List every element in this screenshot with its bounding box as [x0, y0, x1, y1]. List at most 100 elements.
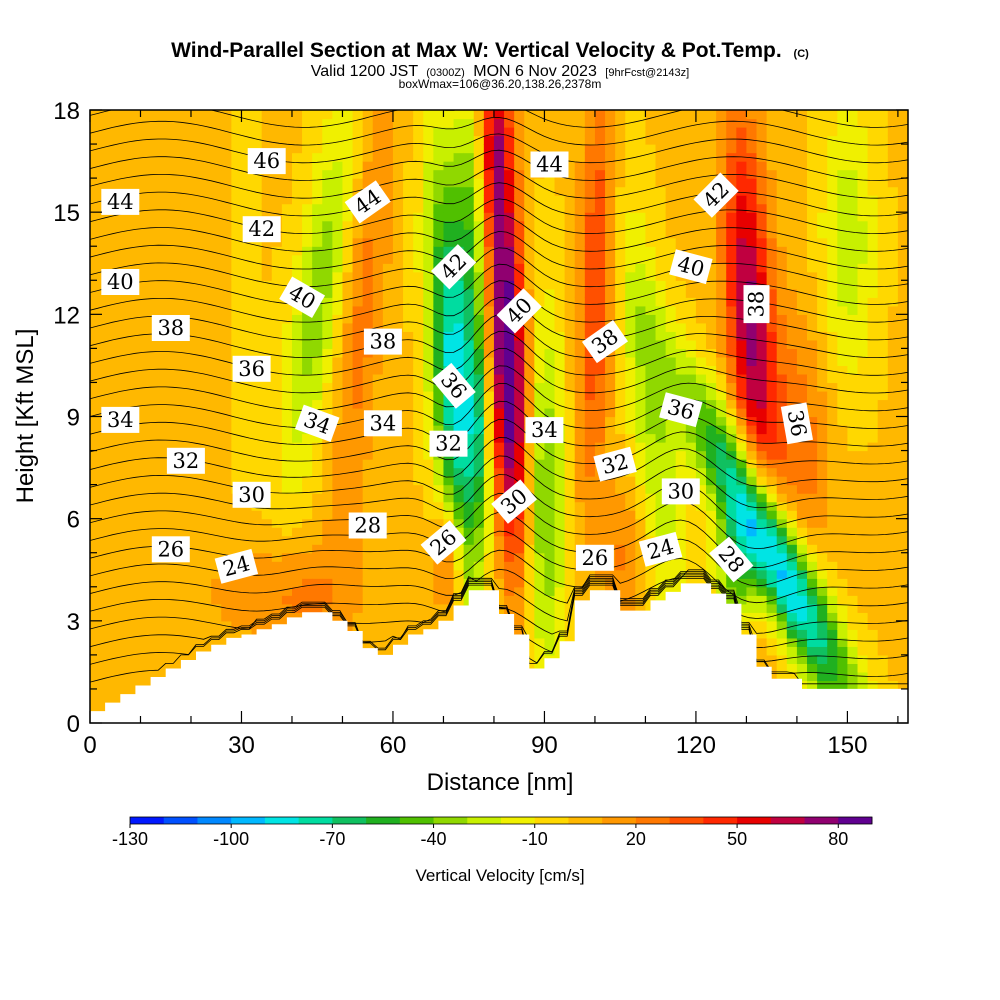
heat-cell [231, 237, 243, 247]
heat-cell [251, 348, 263, 358]
heat-cell [140, 527, 152, 537]
heat-cell [211, 152, 222, 162]
heat-cell [100, 382, 111, 392]
heat-cell [504, 288, 515, 298]
heat-cell [403, 629, 414, 639]
heat-cell [766, 135, 778, 145]
heat-cell [493, 416, 505, 426]
heat-cell [706, 450, 717, 460]
heat-cell [100, 365, 111, 375]
heat-cell [251, 459, 263, 469]
heat-cell [120, 484, 131, 494]
heat-cell [352, 552, 364, 562]
heat-cell [605, 254, 616, 264]
heat-cell [130, 390, 142, 401]
heat-cell [281, 450, 293, 460]
heat-cell [100, 544, 111, 554]
heat-cell [291, 127, 303, 137]
heat-cell [584, 195, 596, 205]
heat-cell [382, 220, 394, 230]
heat-cell [655, 527, 667, 537]
heat-cell [534, 646, 546, 656]
heat-cell [726, 442, 737, 452]
heat-cell [90, 186, 101, 196]
heat-cell [372, 220, 384, 230]
heat-cell [635, 229, 647, 239]
heat-cell [685, 459, 697, 469]
heat-cell [302, 527, 313, 537]
heat-cell [625, 135, 636, 145]
heat-cell [322, 373, 333, 384]
heat-cell [625, 569, 636, 579]
heat-cell [362, 612, 374, 622]
heat-cell [655, 246, 667, 256]
heat-cell [504, 297, 515, 307]
heat-cell [433, 331, 445, 341]
heat-cell [534, 118, 546, 128]
heat-cell [675, 425, 687, 435]
heat-cell [766, 535, 778, 545]
heat-cell [130, 493, 142, 503]
heat-cell [140, 203, 152, 213]
heat-cell [322, 297, 333, 307]
heat-cell [100, 484, 111, 494]
heat-cell [736, 416, 748, 426]
heat-cell [574, 263, 586, 273]
heat-cell [261, 450, 273, 460]
heat-cell [271, 442, 283, 452]
heat-cell [271, 169, 283, 179]
heat-cell [706, 501, 717, 511]
heat-cell [413, 186, 424, 196]
heat-cell [231, 595, 243, 605]
heat-cell [554, 493, 566, 503]
heat-cell [473, 297, 485, 307]
heat-cell [574, 365, 586, 375]
heat-cell [150, 637, 162, 647]
heat-cell [776, 450, 788, 460]
heat-cell [726, 280, 737, 290]
subtitle-fcst: [9hrFcst@2143z] [605, 67, 689, 79]
heat-cell [100, 459, 111, 469]
heat-cell [180, 399, 192, 409]
heat-cell [443, 561, 455, 571]
heat-cell [776, 356, 788, 367]
heat-cell [130, 646, 142, 656]
heat-cell [110, 501, 121, 511]
heat-cell [534, 280, 546, 290]
heat-cell [615, 586, 626, 596]
heat-cell [665, 229, 677, 239]
heat-cell [594, 135, 606, 145]
heat-cell [352, 373, 364, 384]
heat-cell [756, 263, 768, 273]
heat-cell [100, 212, 111, 222]
heat-cell [90, 637, 101, 647]
heat-cell [706, 229, 717, 239]
heat-cell [281, 161, 293, 171]
heat-cell [514, 246, 525, 256]
heat-cell [160, 144, 172, 154]
heat-cell [261, 322, 273, 332]
heat-cell [362, 586, 374, 596]
heat-cell [352, 322, 364, 332]
heat-cell [443, 331, 455, 341]
heat-cell [463, 152, 475, 162]
heat-cell [201, 612, 212, 622]
heat-cell [574, 161, 586, 171]
heat-cell [403, 288, 414, 298]
heat-cell [291, 407, 303, 418]
heat-cell [564, 144, 576, 154]
heat-cell [221, 527, 232, 537]
heat-cell [170, 178, 182, 188]
heat-cell [403, 195, 414, 205]
heat-cell [322, 544, 333, 554]
heat-cell [201, 569, 212, 579]
heat-cell [211, 442, 222, 452]
heat-cell [584, 493, 596, 503]
heat-cell [180, 169, 192, 179]
heat-cell [514, 331, 525, 341]
heat-cell [221, 237, 232, 247]
heat-cell [756, 246, 768, 256]
heat-cell [302, 544, 313, 554]
heat-cell [382, 510, 394, 520]
heat-cell [453, 586, 465, 596]
